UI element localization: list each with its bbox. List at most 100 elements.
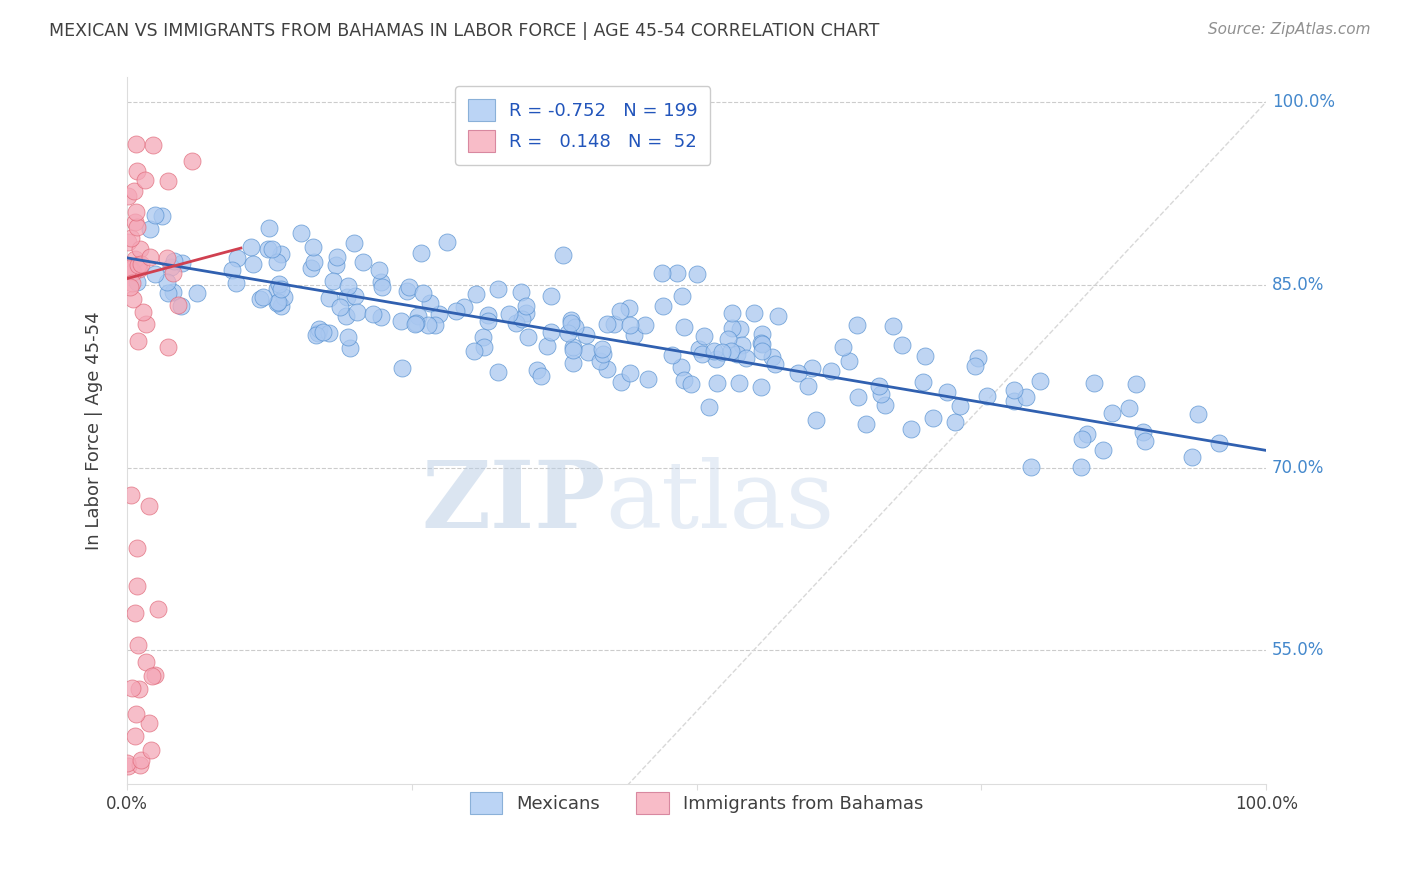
Point [170, 299, 193, 313]
Point [796, 379, 818, 393]
Point [1071, 432, 1094, 446]
Point [124, 252, 146, 266]
Point [336, 330, 359, 344]
Point [308, 322, 330, 336]
Point [143, 667, 166, 681]
Point [129, 753, 152, 767]
Point [515, 298, 537, 312]
Point [156, 174, 179, 188]
Point [124, 607, 146, 621]
Point [704, 351, 727, 366]
Point [307, 326, 329, 340]
Point [221, 263, 243, 277]
Point [536, 339, 558, 353]
Point [157, 285, 180, 300]
Point [882, 318, 904, 333]
Point [560, 312, 582, 326]
Point [127, 258, 149, 272]
Point [120, 261, 142, 276]
Point [117, 759, 139, 773]
Point [517, 330, 540, 344]
Point [735, 351, 758, 365]
Point [252, 290, 274, 304]
Point [1014, 390, 1036, 404]
Point [301, 240, 323, 254]
Point [673, 373, 696, 387]
Point [1029, 374, 1052, 388]
Point [749, 336, 772, 351]
Point [344, 288, 367, 302]
Point [404, 317, 426, 331]
Point [1133, 434, 1156, 448]
Point [596, 361, 619, 376]
Point [900, 422, 922, 436]
Point [706, 376, 728, 390]
Point [156, 340, 179, 354]
Point [1021, 459, 1043, 474]
Point [787, 366, 810, 380]
Point [339, 341, 361, 355]
Point [1101, 406, 1123, 420]
Point [1187, 407, 1209, 421]
Point [725, 347, 748, 361]
Point [122, 292, 145, 306]
Point [266, 255, 288, 269]
Point [273, 290, 295, 304]
Point [710, 345, 733, 359]
Point [336, 290, 359, 304]
Point [949, 399, 972, 413]
Point [134, 172, 156, 186]
Point [121, 265, 143, 279]
Point [127, 638, 149, 652]
Point [412, 285, 434, 300]
Point [832, 340, 855, 354]
Point [131, 257, 153, 271]
Point [186, 285, 208, 300]
Y-axis label: In Labor Force | Age 45-54: In Labor Force | Age 45-54 [86, 311, 103, 550]
Point [697, 400, 720, 414]
Point [591, 342, 613, 356]
Point [578, 345, 600, 359]
Point [124, 214, 146, 228]
Point [257, 220, 280, 235]
Point [418, 318, 440, 332]
Point [751, 327, 773, 342]
Point [335, 310, 357, 324]
Point [352, 254, 374, 268]
Point [633, 318, 655, 333]
Point [564, 319, 586, 334]
Point [686, 267, 709, 281]
Point [163, 253, 186, 268]
Point [965, 359, 987, 373]
Point [266, 295, 288, 310]
Point [619, 318, 641, 332]
Point [1083, 376, 1105, 390]
Point [703, 344, 725, 359]
Point [471, 330, 494, 344]
Point [800, 361, 823, 376]
Point [125, 204, 148, 219]
Point [120, 280, 142, 294]
Point [125, 579, 148, 593]
Point [156, 275, 179, 289]
Point [720, 344, 742, 359]
Point [266, 282, 288, 296]
Point [540, 289, 562, 303]
Point [562, 343, 585, 358]
Point [242, 257, 264, 271]
Point [557, 326, 579, 341]
Point [139, 250, 162, 264]
Point [588, 354, 610, 368]
Point [419, 296, 441, 310]
Point [395, 284, 418, 298]
Point [617, 301, 640, 315]
Point [267, 295, 290, 310]
Point [125, 136, 148, 151]
Text: 70.0%: 70.0% [1272, 458, 1324, 476]
Point [142, 137, 165, 152]
Point [742, 306, 765, 320]
Point [143, 209, 166, 223]
Point [425, 318, 447, 332]
Point [681, 376, 703, 391]
Point [609, 304, 631, 318]
